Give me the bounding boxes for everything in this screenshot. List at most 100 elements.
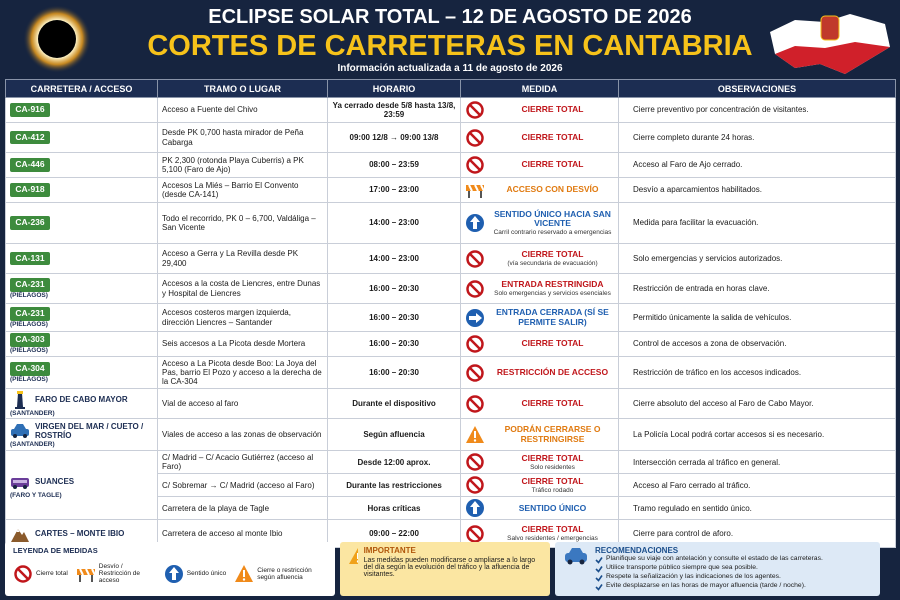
schedule-cell: 14:00 – 23:00 [327, 243, 461, 274]
check-icon [595, 566, 603, 573]
road-cell: SUANCES (FARO Y TAGLE) [5, 450, 158, 521]
measure: CIERRE TOTAL [521, 475, 584, 486]
measure-wrap: RESTRICCIÓN DE ACCESO [465, 363, 614, 383]
measure-wrap: CIERRE TOTAL Salvo residentes / emergenci… [465, 524, 614, 544]
place-cell: Seis accesos a La Picota desde Mortera [157, 331, 328, 357]
measure: RESTRICCIÓN DE ACCESO [496, 366, 609, 377]
measure: CIERRE TOTAL [521, 131, 584, 142]
table-row: Carretera de la playa de Tagle Horas crít… [6, 496, 896, 521]
legend-item: Cierre total [13, 564, 68, 584]
table-row: FARO DE CABO MAYOR (SANTANDER) Vial de acc… [5, 387, 896, 420]
place-cell: Viales de acceso a las zonas de observac… [157, 418, 328, 452]
measure-cell: ACCESO CON DESVÍO [460, 177, 619, 203]
measure-text: ENTRADA RESTRINGIDA Solo emergencias y se… [491, 278, 614, 297]
measure-cell: PODRÁN CERRARSE O RESTRINGIRSE [460, 418, 619, 452]
road-name: FARO DE CABO MAYOR [35, 395, 128, 405]
road-note: (PIÉLAGOS) [10, 291, 48, 299]
road-cell: CA-231 (PIÉLAGOS) [5, 303, 158, 332]
mountain-icon [11, 528, 29, 542]
header: ECLIPSE SOLAR TOTAL – 12 DE AGOSTO DE 20… [0, 0, 900, 79]
measure-note: (vía secundaria de evacuación) [507, 259, 598, 267]
measure: SENTIDO ÚNICO [518, 502, 587, 513]
lighthouse-icon [15, 391, 25, 409]
measure-cell: CIERRE TOTAL [460, 387, 619, 420]
recommendation: Evite desplazarse en las horas de mayor … [595, 582, 823, 591]
important-box: IMPORTANTE Las medidas pueden modificars… [340, 542, 550, 596]
column-header: HORARIO [327, 79, 461, 98]
table-row: CA-131 Acceso a Gerra y La Revilla desde … [5, 243, 896, 274]
measure: CIERRE TOTAL [521, 338, 584, 349]
road-note: (PIÉLAGOS) [10, 320, 48, 328]
no-entry-icon [14, 564, 32, 583]
schedule-cell: 16:00 – 20:30 [327, 273, 461, 304]
road-note: (FARO Y TAGLE) [10, 491, 62, 499]
measure-wrap: CIERRE TOTAL [465, 128, 614, 148]
place-cell: Acceso a Gerra y La Revilla desde PK 29,… [157, 243, 328, 274]
schedule-cell: 08:00 – 23:59 [327, 152, 461, 178]
road-badge: CA-236 [10, 216, 50, 230]
measure-text: CIERRE TOTAL [491, 104, 614, 115]
detour-icon [466, 184, 485, 198]
measure-wrap: ENTRADA RESTRINGIDA Solo emergencias y se… [465, 279, 614, 299]
road-name-wrap: CARTES – MONTE IBIO [10, 524, 153, 544]
measure-wrap: ACCESO CON DESVÍO [465, 180, 614, 200]
measure-text: CIERRE TOTAL [491, 398, 614, 409]
measure-cell: CIERRE TOTAL [460, 152, 619, 178]
observations-cell: Acceso al Faro de Ajo cerrado. [618, 152, 896, 178]
measure-cell: CIERRE TOTAL Solo residentes [460, 450, 619, 475]
legend-item: Sentido único [164, 564, 226, 584]
cantabria-map [770, 14, 890, 74]
legend-label: Sentido único [186, 570, 227, 577]
road-cell: CA-918 [5, 177, 158, 203]
observations-cell: Desvío a aparcamientos habilitados. [618, 177, 896, 203]
recommendations-box: RECOMENDACIONES Planifique su viaje con … [555, 542, 880, 596]
legend: LEYENDA DE MEDIDAS Cierre total Desvío / … [5, 542, 335, 596]
car-icon [565, 548, 587, 565]
measure-wrap: SENTIDO ÚNICO [465, 498, 614, 518]
table-row: CA-304 (PIÉLAGOS) Acceso a La Picota desde… [5, 356, 896, 389]
measure-wrap: PODRÁN CERRARSE O RESTRINGIRSE [465, 424, 614, 445]
measure-wrap: CIERRE TOTAL [465, 100, 614, 120]
subtitle: CORTES DE CARRETERAS EN CANTABRIA [147, 30, 753, 62]
measure-cell: ENTRADA RESTRINGIDA Solo emergencias y se… [460, 273, 619, 304]
road-cell: CA-446 [5, 152, 158, 178]
column-header: OBSERVACIONES [618, 79, 896, 98]
schedule-cell: Horas críticas [327, 496, 461, 521]
road-note: (SANTANDER) [10, 410, 55, 417]
no-entry-icon [466, 249, 484, 268]
measure: CIERRE TOTAL [521, 104, 584, 115]
observations-cell: Cierre absoluto del acceso al Faro de Ca… [618, 387, 896, 420]
road-badge: CA-916 [10, 103, 50, 117]
measure-text: PODRÁN CERRARSE O RESTRINGIRSE [491, 424, 614, 445]
measure: ENTRADA RESTRINGIDA [501, 278, 604, 289]
measure-text: SENTIDO ÚNICO [491, 502, 614, 514]
detour-icon [76, 568, 96, 582]
road-cell: CA-412 [5, 122, 158, 153]
measure-wrap: CIERRE TOTAL [465, 334, 614, 354]
important-text: Las medidas pueden modificarse o ampliar… [363, 557, 536, 578]
measure-text: ACCESO CON DESVÍO [491, 184, 614, 195]
no-entry-icon [466, 476, 484, 495]
measure-cell: SENTIDO ÚNICO HACIA SAN VICENTE Carril co… [460, 202, 619, 244]
road-note: (PIÉLAGOS) [10, 347, 48, 355]
measure: ENTRADA CERRADA (SÍ SE PERMITE SALIR) [496, 306, 609, 327]
recommendation-text: Evite desplazarse en las horas de mayor … [606, 582, 806, 589]
place-cell: Vial de acceso al faro [157, 387, 328, 420]
measure-cell: RESTRICCIÓN DE ACCESO [460, 356, 619, 389]
eclipse-icon [23, 5, 91, 73]
schedule-cell: 09:00 12/8 → 09:00 13/8 [327, 122, 461, 153]
measure-text: CIERRE TOTAL (vía secundaria de evacuació… [491, 249, 614, 267]
measure-cell: CIERRE TOTAL (vía secundaria de evacuació… [460, 243, 619, 274]
observations-cell: Control de accesos a zona de observación… [618, 331, 896, 357]
measure-cell: CIERRE TOTAL [460, 331, 619, 357]
table-row: SUANCES (FARO Y TAGLE) C/ Madrid – C/ Acac… [5, 450, 896, 521]
legend-item: Cierre o restricción según afluencia [234, 564, 314, 584]
road-cell: CA-231 (PIÉLAGOS) [5, 273, 158, 304]
measure-wrap: CIERRE TOTAL (vía secundaria de evacuació… [465, 249, 614, 269]
legend-item: Desvío / Restricción de acceso [76, 563, 156, 584]
measure: CIERRE TOTAL [521, 159, 584, 170]
updated-note: Información actualizada a 11 de agosto d… [337, 63, 563, 74]
measure-note: Solo residentes [530, 463, 575, 471]
observations-cell: Medida para facilitar la evacuación. [618, 202, 896, 244]
